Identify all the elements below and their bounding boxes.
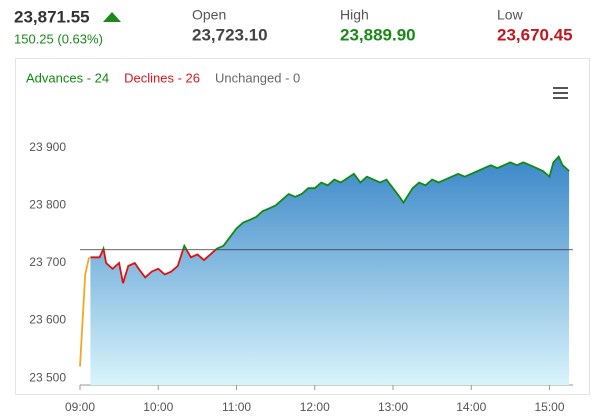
- x-tick-label: 12:00: [300, 400, 330, 414]
- area: [90, 156, 570, 385]
- x-tick-label: 14:00: [456, 400, 486, 414]
- line-above: [102, 154, 570, 250]
- y-tick-label: 23 700: [29, 255, 66, 269]
- y-tick-label: 23 800: [29, 198, 66, 212]
- y-tick-label: 23 900: [29, 140, 66, 154]
- low-label: Low: [497, 7, 524, 23]
- x-tick-label: 09:00: [65, 400, 95, 414]
- menu-icon[interactable]: [553, 87, 568, 99]
- open-label: Open: [192, 7, 226, 23]
- open-value: 23,723.10: [192, 25, 268, 44]
- line-below: [90, 249, 217, 284]
- high-value: 23,889.90: [340, 25, 416, 44]
- x-tick-label: 15:00: [535, 400, 565, 414]
- y-tick-label: 23 600: [29, 313, 66, 327]
- x-tick-label: 10:00: [143, 400, 173, 414]
- price: 23,871.55: [14, 7, 90, 26]
- high-label: High: [340, 7, 369, 23]
- up-arrow: [103, 12, 121, 22]
- y-tick-label: 23 500: [29, 370, 66, 384]
- preopen-line: [79, 257, 90, 367]
- legend-item: Unchanged - 0: [215, 70, 300, 85]
- x-tick-label: 13:00: [378, 400, 408, 414]
- change: 150.25 (0.63%): [14, 31, 103, 46]
- chart-frame: [15, 58, 590, 395]
- legend-item: Advances - 24: [26, 70, 109, 85]
- x-tick-label: 11:00: [222, 400, 251, 414]
- low-value: 23,670.45: [497, 25, 573, 44]
- legend-item: Declines - 26: [124, 70, 200, 85]
